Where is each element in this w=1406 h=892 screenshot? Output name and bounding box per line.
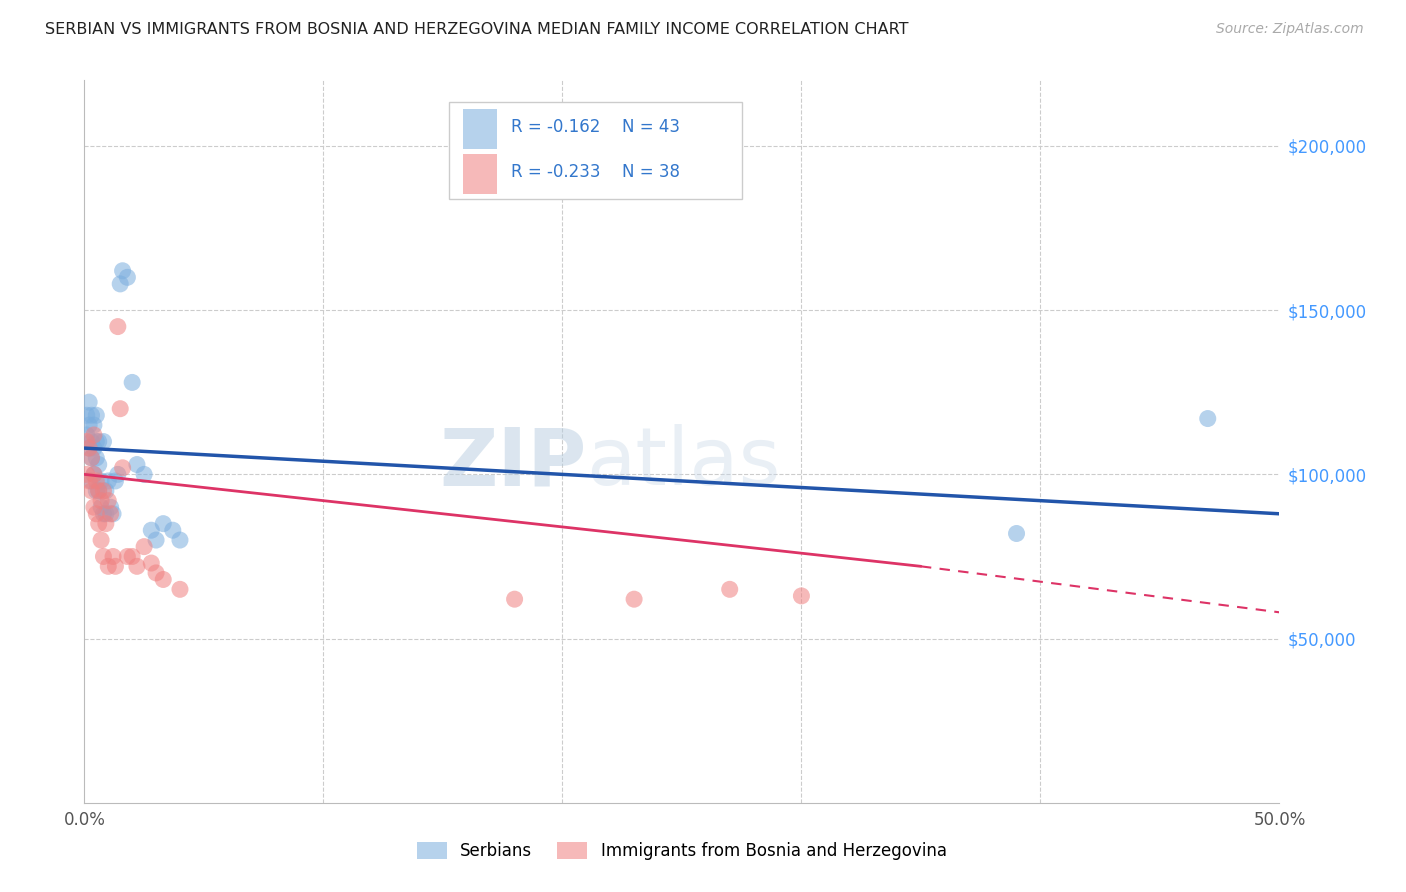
Point	[152, 516, 174, 531]
Point	[90, 493, 112, 508]
Point	[121, 376, 143, 390]
Text: N = 43: N = 43	[623, 119, 681, 136]
Point	[141, 523, 163, 537]
Point	[1005, 526, 1028, 541]
Point	[125, 458, 148, 472]
Point	[145, 533, 167, 547]
Point	[86, 434, 108, 449]
Point	[117, 549, 139, 564]
Point	[90, 474, 112, 488]
Point	[83, 500, 105, 515]
Point	[76, 409, 98, 423]
Point	[162, 523, 184, 537]
Point	[718, 582, 741, 597]
Point	[87, 434, 110, 449]
Point	[145, 566, 167, 580]
Point	[86, 409, 108, 423]
Point	[94, 507, 117, 521]
Point	[107, 319, 129, 334]
Point	[169, 533, 191, 547]
Point	[503, 592, 526, 607]
Point	[141, 556, 163, 570]
Point	[80, 434, 103, 449]
Point	[86, 474, 108, 488]
Point	[97, 474, 120, 488]
Point	[101, 549, 124, 564]
Point	[77, 395, 100, 409]
Point	[80, 474, 103, 488]
Point	[83, 467, 105, 482]
Point	[125, 559, 148, 574]
Point	[76, 428, 98, 442]
Point	[83, 441, 105, 455]
Point	[87, 483, 110, 498]
Point	[100, 500, 122, 515]
Point	[93, 434, 115, 449]
Point	[87, 458, 110, 472]
Point	[623, 592, 645, 607]
Point	[77, 441, 100, 455]
Point	[76, 434, 98, 449]
Point	[111, 264, 134, 278]
Point	[80, 483, 103, 498]
Point	[80, 409, 103, 423]
Point	[93, 507, 115, 521]
Point	[1197, 411, 1219, 425]
Point	[104, 559, 127, 574]
Text: ZIP: ZIP	[439, 425, 586, 502]
Point	[107, 467, 129, 482]
Point	[90, 533, 112, 547]
Bar	[463, 110, 496, 149]
Point	[111, 460, 134, 475]
Text: R = -0.233: R = -0.233	[510, 163, 600, 181]
Point	[790, 589, 813, 603]
Point	[86, 483, 108, 498]
Point	[100, 507, 122, 521]
Point	[169, 582, 191, 597]
Point	[86, 450, 108, 465]
Text: SERBIAN VS IMMIGRANTS FROM BOSNIA AND HERZEGOVINA MEDIAN FAMILY INCOME CORRELATI: SERBIAN VS IMMIGRANTS FROM BOSNIA AND HE…	[45, 22, 908, 37]
Point	[132, 540, 156, 554]
Point	[93, 549, 115, 564]
Point	[80, 450, 103, 465]
Text: R = -0.162: R = -0.162	[510, 119, 600, 136]
Point	[87, 516, 110, 531]
Point	[87, 483, 110, 498]
Point	[94, 483, 117, 498]
Point	[97, 559, 120, 574]
Point	[117, 270, 139, 285]
FancyBboxPatch shape	[449, 102, 742, 200]
Text: N = 38: N = 38	[623, 163, 681, 181]
Point	[104, 474, 127, 488]
Point	[83, 467, 105, 482]
Point	[101, 507, 124, 521]
Point	[90, 500, 112, 515]
Point	[121, 549, 143, 564]
Point	[77, 474, 100, 488]
Point	[76, 467, 98, 482]
Point	[97, 493, 120, 508]
Point	[110, 277, 132, 291]
Bar	[463, 154, 496, 194]
Point	[77, 418, 100, 433]
Point	[93, 483, 115, 498]
Point	[86, 507, 108, 521]
Point	[77, 441, 100, 455]
Point	[152, 573, 174, 587]
Point	[83, 418, 105, 433]
Point	[80, 450, 103, 465]
Legend: Serbians, Immigrants from Bosnia and Herzegovina: Serbians, Immigrants from Bosnia and Her…	[411, 835, 953, 867]
Point	[83, 428, 105, 442]
Point	[94, 516, 117, 531]
Point	[132, 467, 156, 482]
Text: atlas: atlas	[586, 425, 780, 502]
Point	[110, 401, 132, 416]
Text: Source: ZipAtlas.com: Source: ZipAtlas.com	[1216, 22, 1364, 37]
